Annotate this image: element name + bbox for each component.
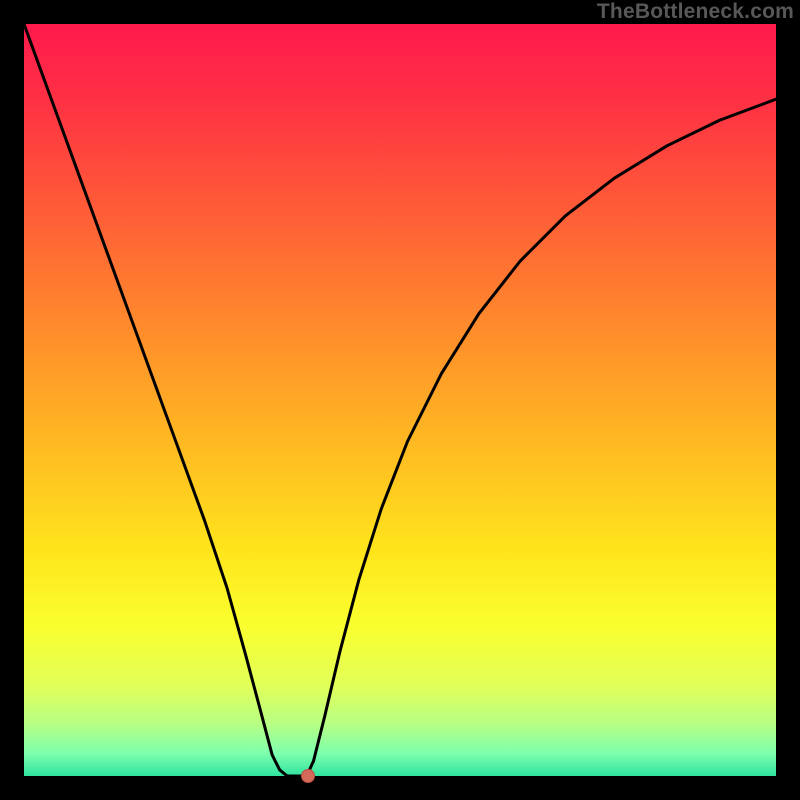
outer-frame: TheBottleneck.com: [0, 0, 800, 800]
optimal-point-marker: [301, 769, 315, 783]
curve-layer: [24, 24, 776, 776]
plot-area: [24, 24, 776, 776]
bottleneck-curve: [24, 24, 776, 776]
watermark-text: TheBottleneck.com: [597, 0, 794, 24]
